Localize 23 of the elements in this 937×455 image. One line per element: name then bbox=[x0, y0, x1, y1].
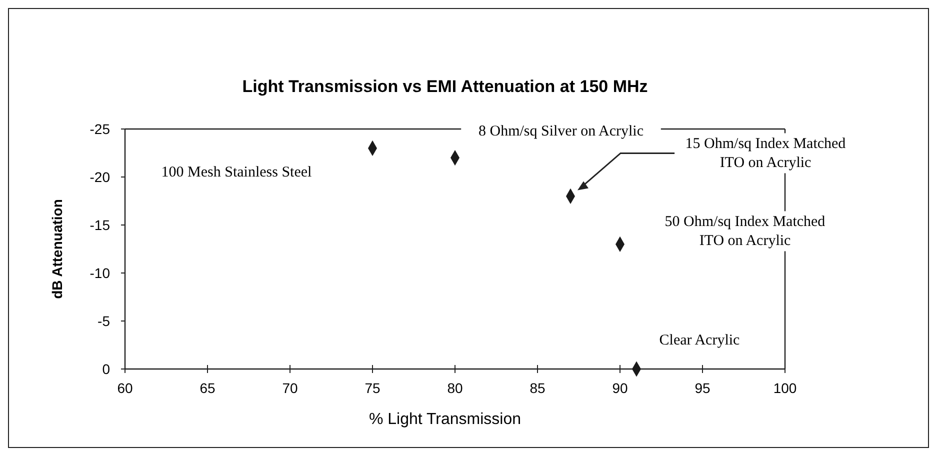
x-tick-label: 95 bbox=[694, 380, 710, 396]
annotation: 15 Ohm/sq Index Matched ITO on Acrylic bbox=[685, 136, 846, 172]
y-tick-label: -5 bbox=[98, 313, 110, 329]
x-tick-label: 90 bbox=[612, 380, 628, 396]
y-axis-title: dB Attenuation bbox=[49, 199, 65, 299]
y-tick-label: 0 bbox=[102, 361, 110, 377]
x-axis-title: % Light Transmission bbox=[368, 411, 522, 428]
x-tick-label: 85 bbox=[530, 380, 546, 396]
annotation: 100 Mesh Stainless Steel bbox=[161, 164, 312, 181]
y-tick-label: -25 bbox=[90, 121, 110, 137]
y-tick-label: -15 bbox=[90, 217, 110, 233]
x-tick-label: 65 bbox=[200, 380, 216, 396]
y-tick-label: -20 bbox=[90, 169, 110, 185]
annotation: 50 Ohm/sq Index Matched ITO on Acrylic bbox=[664, 214, 826, 250]
x-tick-label: 60 bbox=[117, 380, 133, 396]
x-tick-label: 75 bbox=[364, 380, 380, 396]
x-tick-label: 100 bbox=[773, 380, 797, 396]
chart-title: Light Transmission vs EMI Attenuation at 150 MHz bbox=[242, 77, 648, 96]
x-tick-label: 70 bbox=[282, 380, 298, 396]
x-tick-label: 80 bbox=[447, 380, 463, 396]
y-tick-label: -10 bbox=[90, 265, 110, 281]
annotation: Clear Acrylic bbox=[659, 332, 740, 348]
annotation: 8 Ohm/sq Silver on Acrylic bbox=[478, 123, 644, 140]
